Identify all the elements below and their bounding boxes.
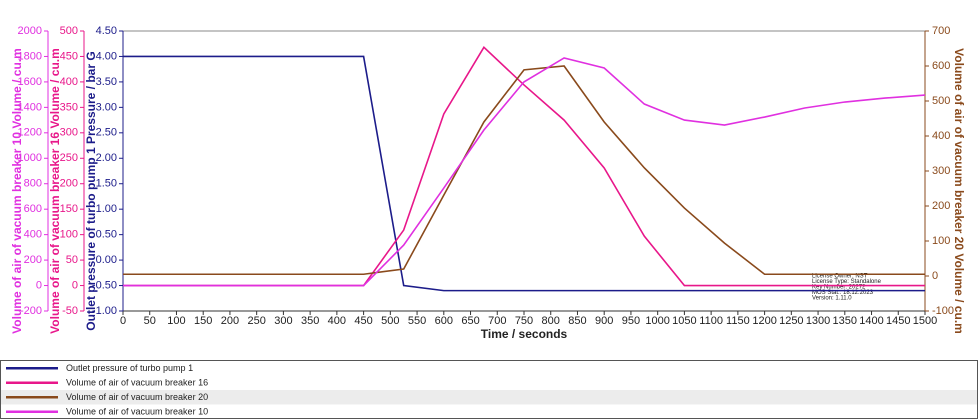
x-tick-label: 1050 [672,315,696,327]
x-tick-label: 1450 [886,315,910,327]
series-line [123,55,925,292]
y-tick-label: 150 [60,203,78,215]
legend-label: Outlet pressure of turbo pump 1 [66,363,193,373]
license-text: Version: 1.11.0 [812,296,852,302]
x-tick-label: 150 [194,315,212,327]
legend-label: Volume of air of vacuum breaker 20 [66,392,208,402]
y-tick-label: 200 [60,178,78,190]
y-tick-label: 3.50 [96,76,117,88]
x-tick-label: 1200 [752,315,776,327]
y-tick-label: 1.00 [96,203,117,215]
license-text: Key Number: 20272 [812,285,866,291]
y-axis-label: Volume of air of vacuum breaker 16 Volum… [48,48,62,334]
x-tick-label: 850 [568,315,586,327]
y-tick-label: 0 [72,279,78,291]
y-tick-label: 4.50 [96,25,117,37]
y-tick-label: 400 [60,76,78,88]
y-tick-label: 1800 [18,50,42,62]
y-tick-label: 800 [24,178,42,190]
y-tick-label: 0.00 [96,254,117,266]
series-line [123,57,926,287]
x-tick-label: 50 [144,315,156,327]
x-tick-label: 450 [354,315,372,327]
y-tick-label: -200 [20,305,42,317]
legend-label: Volume of air of vacuum breaker 16 [66,377,208,387]
y-tick-label: 4.00 [96,50,117,62]
legend-box [0,360,978,419]
x-tick-label: 1000 [645,315,669,327]
y-tick-label: 300 [932,165,950,177]
x-tick-label: 1250 [779,315,803,327]
license-text: License Type: Standalone [812,279,882,285]
y-tick-label: 0 [36,279,42,291]
y-axis-label: Volume of air of vacuum breaker 20 Volum… [952,48,966,334]
x-tick-label: 650 [461,315,479,327]
x-tick-label: 500 [381,315,399,327]
x-tick-label: 350 [301,315,319,327]
plot-frame [122,30,926,312]
y-tick-label: 0.50 [96,229,117,241]
x-tick-label: 1500 [913,315,937,327]
y-tick-label: 250 [60,152,78,164]
y-tick-label: 1.50 [96,178,117,190]
y-tick-label: 200 [24,254,42,266]
y-tick-label: -1.00 [92,305,117,317]
y-tick-label: 1200 [18,127,42,139]
y-tick-label: 600 [24,203,42,215]
y-tick-label: 50 [66,254,78,266]
y-tick-label: 3.00 [96,101,117,113]
y-tick-label: 100 [932,235,950,247]
x-tick-label: 950 [622,315,640,327]
x-tick-label: 800 [542,315,560,327]
x-tick-label: 0 [120,315,126,327]
y-tick-label: 2.50 [96,127,117,139]
y-axis-label: Outlet pressure of turbo pump 1 Pressure… [84,51,98,330]
y-tick-label: 700 [932,25,950,37]
x-tick-label: 400 [328,315,346,327]
x-tick-label: 1300 [806,315,830,327]
x-tick-label: 750 [515,315,533,327]
x-tick-label: 1150 [726,315,750,327]
y-axis-label: Volume of air of vacuum breaker 10 Volum… [10,48,24,334]
x-tick-label: 200 [221,315,239,327]
license-text: MOS Stat.: 18.12.2023 [812,290,874,296]
x-tick-label: 300 [274,315,292,327]
y-tick-label: 2.00 [96,152,117,164]
series-line [123,65,925,276]
y-tick-label: 600 [932,60,950,72]
x-tick-label: 1400 [859,315,883,327]
x-tick-label: 1350 [833,315,857,327]
legend-label: Volume of air of vacuum breaker 10 [66,406,208,416]
x-tick-label: 900 [595,315,613,327]
x-tick-label: 600 [435,315,453,327]
x-tick-label: 700 [488,315,506,327]
legend-row-bg [1,390,977,405]
x-tick-label: 100 [167,315,185,327]
y-tick-label: 2000 [18,25,42,37]
y-tick-label: 500 [932,95,950,107]
x-tick-label: 550 [408,315,426,327]
y-tick-label: 1600 [18,76,42,88]
y-tick-label: -100 [932,305,954,317]
y-tick-label: 200 [932,200,950,212]
y-tick-label: 100 [60,229,78,241]
y-tick-label: 400 [932,130,950,142]
x-tick-label: 250 [247,315,265,327]
y-tick-label: 400 [24,229,42,241]
y-tick-label: 350 [60,101,78,113]
x-tick-label: 1100 [699,315,723,327]
y-tick-label: 1400 [18,101,42,113]
y-tick-label: 450 [60,50,78,62]
license-text: License Owner: NST [812,274,868,280]
y-tick-label: -0.50 [92,279,117,291]
x-axis-label: Time / seconds [481,327,568,341]
y-tick-label: 0 [932,270,938,282]
y-tick-label: -50 [62,305,78,317]
y-tick-label: 500 [60,25,78,37]
y-tick-label: 1000 [18,152,42,164]
y-tick-label: 300 [60,127,78,139]
